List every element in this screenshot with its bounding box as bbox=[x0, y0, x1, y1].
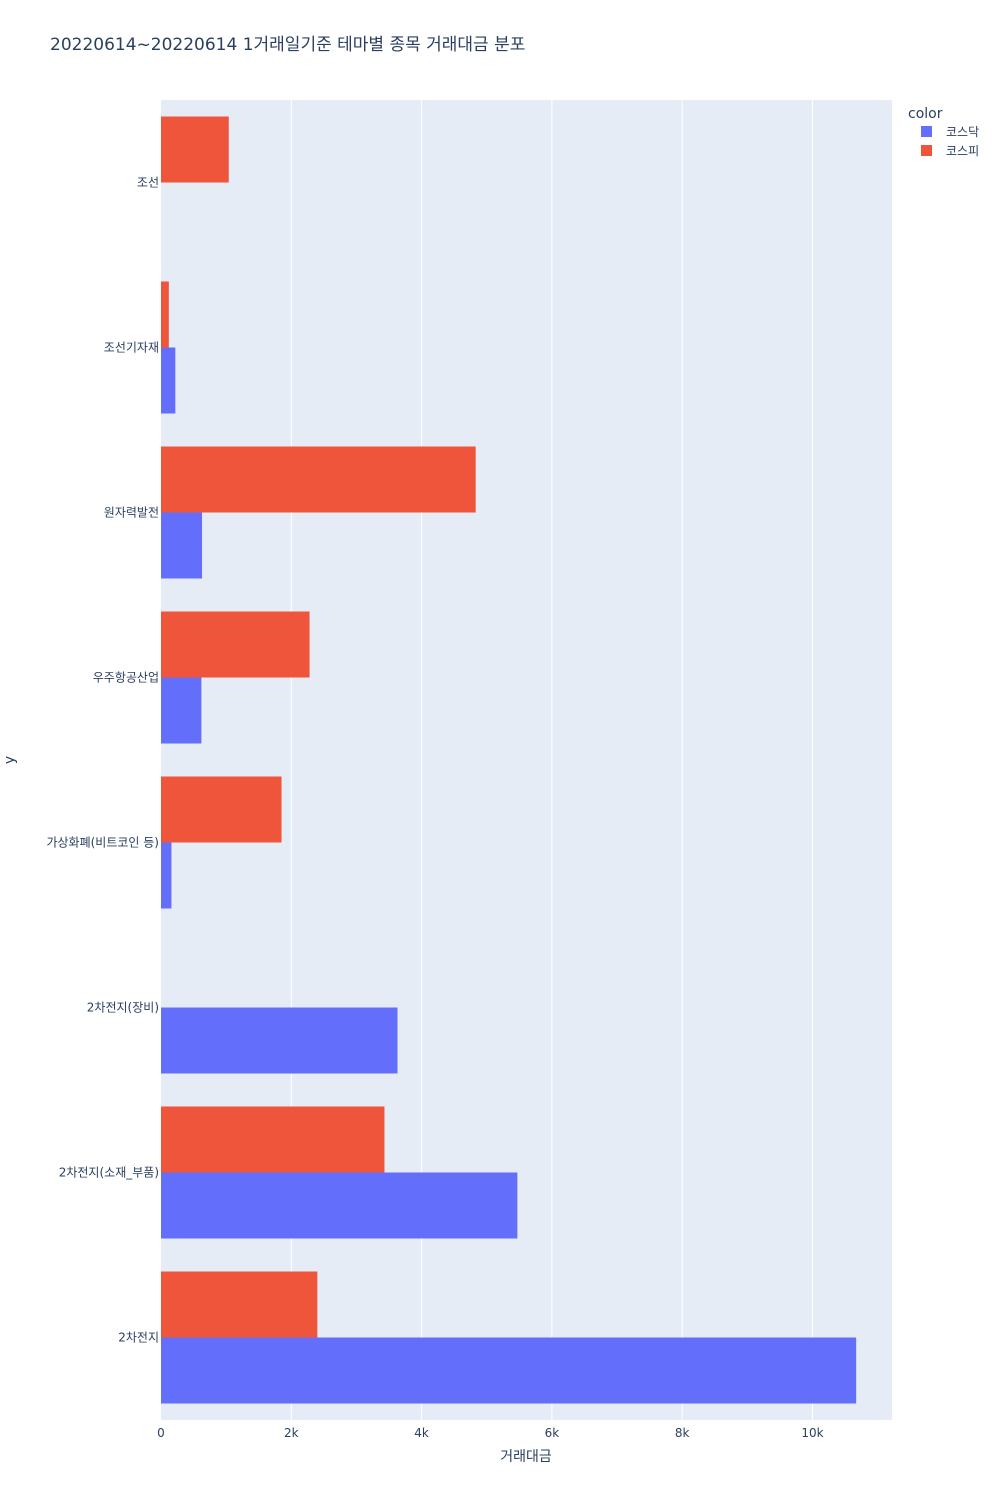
x-axis-ticks: 0 2k 4k 6k 8k 10k bbox=[157, 1426, 823, 1440]
y-tick-label: 조선 bbox=[137, 176, 159, 190]
x-tick-label: 2k bbox=[284, 1426, 299, 1440]
bar-kospi[interactable] bbox=[161, 1106, 385, 1173]
y-tick-label: 우주항공산업 bbox=[93, 671, 159, 685]
bar-kosdaq[interactable] bbox=[161, 1172, 518, 1239]
legend-label[interactable]: 코스닥 bbox=[946, 125, 979, 139]
bar-kosdaq[interactable] bbox=[161, 347, 176, 414]
legend-swatch[interactable] bbox=[921, 126, 932, 137]
y-axis-ticks: 2차전지 2차전지(소재_부품) 2차전지(장비) 가상화폐(비트코인 등) 우주항공산… bbox=[46, 176, 159, 1345]
bar-kosdaq[interactable] bbox=[161, 842, 172, 909]
x-tick-label: 6k bbox=[545, 1426, 560, 1440]
bar-kosdaq[interactable] bbox=[161, 1337, 857, 1404]
y-tick-label: 조선기자재 bbox=[104, 341, 159, 355]
y-axis-title: y bbox=[2, 756, 18, 764]
y-tick-label: 가상화폐(비트코인 등) bbox=[46, 836, 159, 850]
bar-kosdaq[interactable] bbox=[161, 512, 203, 579]
bar-kosdaq[interactable] bbox=[161, 677, 202, 744]
bars bbox=[161, 116, 857, 1404]
bar-kospi[interactable] bbox=[161, 611, 310, 678]
x-tick-label: 0 bbox=[157, 1426, 165, 1440]
legend-title: color bbox=[908, 106, 943, 122]
bar-kospi[interactable] bbox=[161, 281, 169, 348]
x-tick-label: 8k bbox=[675, 1426, 690, 1440]
bar-kospi[interactable] bbox=[161, 776, 282, 843]
chart-title: 20220614~20220614 1거래일기준 테마별 종목 거래대금 분포 bbox=[50, 35, 525, 55]
y-tick-label: 2차전지(소재_부품) bbox=[59, 1166, 159, 1180]
bar-kospi[interactable] bbox=[161, 446, 476, 513]
x-axis-title: 거래대금 bbox=[500, 1449, 552, 1465]
bar-kospi[interactable] bbox=[161, 116, 229, 183]
y-tick-label: 2차전지(장비) bbox=[87, 1001, 159, 1015]
y-tick-label: 원자력발전 bbox=[104, 506, 159, 520]
y-tick-label: 2차전지 bbox=[118, 1331, 159, 1345]
legend-label[interactable]: 코스피 bbox=[946, 144, 979, 158]
x-tick-label: 10k bbox=[801, 1426, 823, 1440]
legend-swatch[interactable] bbox=[921, 145, 932, 156]
x-tick-label: 4k bbox=[414, 1426, 429, 1440]
bar-kosdaq[interactable] bbox=[161, 1007, 398, 1074]
bar-kospi[interactable] bbox=[161, 1271, 318, 1338]
